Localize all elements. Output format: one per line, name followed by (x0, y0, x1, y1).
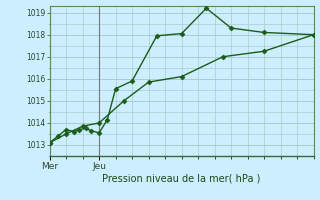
X-axis label: Pression niveau de la mer( hPa ): Pression niveau de la mer( hPa ) (102, 173, 261, 183)
